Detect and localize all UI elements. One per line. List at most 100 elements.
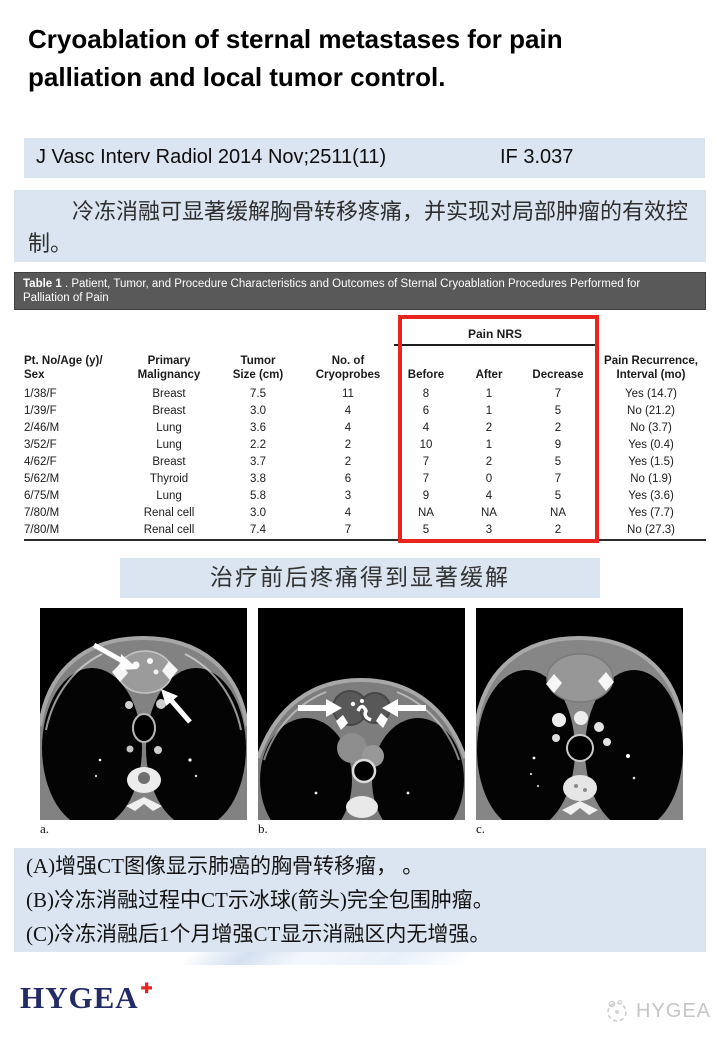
ct-image-b bbox=[258, 608, 465, 820]
spacer-cell bbox=[24, 315, 394, 345]
table-cell: No (3.7) bbox=[630, 422, 672, 434]
summary-box: 冷冻消融可显著缓解胸骨转移疼痛，并实现对局部肿瘤的有效控制。 bbox=[14, 190, 706, 262]
table-cell: 11 bbox=[342, 388, 354, 400]
caption-line-b: (B)冷冻消融过程中CT示冰球(箭头)完全包围肿瘤。 bbox=[26, 888, 494, 912]
table-row: 7/80/M Renal cell 3.0 4 NA NA NA Yes (7.7) bbox=[24, 505, 706, 522]
table-cell: 3.0 bbox=[250, 507, 266, 519]
table-cell: 6/75/M bbox=[24, 490, 60, 502]
caption-line-c: (C)冷冻消融后1个月增强CT显示消融区内无增强。 bbox=[26, 922, 491, 946]
table-cell: 3 bbox=[485, 524, 493, 536]
table-cell: 5 bbox=[422, 524, 430, 536]
column-header: Decrease bbox=[532, 369, 584, 381]
table-cell: 4 bbox=[344, 405, 352, 417]
table-cell: 9 bbox=[554, 439, 562, 451]
table-number: Table 1 bbox=[23, 278, 62, 290]
table-cell: 7 bbox=[422, 456, 430, 468]
table-cell: Renal cell bbox=[143, 524, 195, 536]
table-cell: 2 bbox=[485, 456, 493, 468]
table-cell: No (27.3) bbox=[627, 524, 675, 536]
table-cell: Lung bbox=[156, 490, 182, 502]
table-spanner-row: Pain NRS bbox=[24, 315, 706, 346]
table-row: 3/52/F Lung 2.2 2 10 1 9 Yes (0.4) bbox=[24, 437, 706, 454]
table-cell: 2 bbox=[554, 524, 562, 536]
table-cell: 7 bbox=[554, 388, 562, 400]
table-cell: 2 bbox=[344, 439, 352, 451]
table-cell: 4 bbox=[485, 490, 493, 502]
hygea-logo-text: HYGEA bbox=[20, 980, 139, 1015]
spacer-cell bbox=[596, 315, 706, 345]
ct-image-c bbox=[476, 608, 683, 820]
table-cell: Breast bbox=[152, 456, 186, 468]
table-cell: 1/39/F bbox=[24, 405, 57, 417]
table-cell: Renal cell bbox=[143, 507, 195, 519]
page-title: Cryoablation of sternal metastases for p… bbox=[28, 24, 563, 92]
table-cell: No (1.9) bbox=[630, 473, 672, 485]
table-cell: 3/52/F bbox=[24, 439, 57, 451]
pain-nrs-spanner: Pain NRS bbox=[394, 315, 597, 346]
table-cell: 5 bbox=[554, 405, 562, 417]
table-cell: 9 bbox=[422, 490, 430, 502]
table-row: 4/62/F Breast 3.7 2 7 2 5 Yes (1.5) bbox=[24, 454, 706, 471]
highlight-bar: 治疗前后疼痛得到显著缓解 bbox=[120, 558, 600, 598]
table-row: 2/46/M Lung 3.6 4 4 2 2 No (3.7) bbox=[24, 420, 706, 437]
table-cell: 7.5 bbox=[250, 388, 266, 400]
table-row: 1/38/F Breast 7.5 11 8 1 7 Yes (14.7) bbox=[24, 386, 706, 403]
table-cell: NA bbox=[550, 507, 566, 519]
ct-figure-label: a. bbox=[40, 821, 50, 836]
table-cell: 7 bbox=[422, 473, 430, 485]
table-cell: 2 bbox=[554, 422, 562, 434]
table-cell: Yes (3.6) bbox=[628, 490, 674, 502]
table-cell: 1 bbox=[485, 439, 493, 451]
table-row: 1/39/F Breast 3.0 4 6 1 5 No (21.2) bbox=[24, 403, 706, 420]
table-cell: 7/80/M bbox=[24, 507, 60, 519]
ct-figure-a: a. bbox=[40, 608, 247, 837]
table-title-bar: Table 1 . Patient, Tumor, and Procedure … bbox=[14, 272, 706, 310]
ct-figure-label: c. bbox=[476, 821, 486, 836]
table-cell: NA bbox=[418, 507, 434, 519]
table-cell: 1 bbox=[485, 388, 493, 400]
table-cell: 3.6 bbox=[250, 422, 266, 434]
table-cell: Lung bbox=[156, 439, 182, 451]
footer-bar-navy-segment bbox=[8, 966, 180, 979]
summary-text: 冷冻消融可显著缓解胸骨转移疼痛，并实现对局部肿瘤的有效控制。 bbox=[28, 199, 689, 256]
table-cell: 7 bbox=[554, 473, 562, 485]
footer-bar-teal-segment bbox=[180, 966, 712, 979]
table-cell: 2/46/M bbox=[24, 422, 60, 434]
table-cell: 6 bbox=[344, 473, 352, 485]
column-header: Pt. No/Age (y)/ Sex bbox=[24, 355, 103, 381]
column-header: Before bbox=[407, 369, 445, 381]
table-cell: 4 bbox=[344, 507, 352, 519]
table-header-row: Pt. No/Age (y)/ Sex Primary Malignancy Tum… bbox=[24, 345, 706, 386]
ct-figure-c: c. bbox=[476, 608, 683, 837]
table-cell: 7 bbox=[344, 524, 352, 536]
column-header: Tumor Size (cm) bbox=[232, 355, 284, 381]
column-header: Pain Recurrence, Interval (mo) bbox=[604, 355, 698, 381]
caption-line-a: (A)增强CT图像显示肺癌的胸骨转移瘤， 。 bbox=[26, 854, 424, 878]
figure-caption-box: (A)增强CT图像显示肺癌的胸骨转移瘤， 。 (B)冷冻消融过程中CT示冰球(箭… bbox=[14, 848, 706, 952]
citation-text: J Vasc Interv Radiol 2014 Nov;2511(11) bbox=[36, 146, 387, 168]
watermark-swirl-icon bbox=[607, 1000, 627, 1022]
impact-factor: IF 3.037 bbox=[500, 146, 574, 168]
ct-figures: a. bbox=[40, 608, 683, 837]
table-cell: 3.0 bbox=[250, 405, 266, 417]
table-cell: 4/62/F bbox=[24, 456, 57, 468]
highlight-text: 治疗前后疼痛得到显著缓解 bbox=[210, 565, 510, 590]
table-cell: 6 bbox=[422, 405, 430, 417]
column-header: After bbox=[475, 369, 503, 381]
table-cell: Thyroid bbox=[149, 473, 189, 485]
table-head: Pain NRS Pt. No/Age (y)/ Sex Primary Malig… bbox=[24, 315, 706, 386]
table-cell: 5/62/M bbox=[24, 473, 60, 485]
table-cell: Yes (14.7) bbox=[625, 388, 678, 400]
table-cell: 4 bbox=[344, 422, 352, 434]
table-cell: 3.8 bbox=[250, 473, 266, 485]
footer-decoration-streak bbox=[312, 952, 478, 965]
ct-figure-b: b. bbox=[258, 608, 465, 837]
table-cell: 5 bbox=[554, 490, 562, 502]
column-header: No. of Cryoprobes bbox=[315, 355, 381, 381]
table-cell: Breast bbox=[152, 388, 186, 400]
table-row: 7/80/M Renal cell 7.4 7 5 3 2 No (27.3) bbox=[24, 522, 706, 540]
table-row: 5/62/M Thyroid 3.8 6 7 0 7 No (1.9) bbox=[24, 471, 706, 488]
table-cell: 2 bbox=[485, 422, 493, 434]
hygea-logo: HYGEA ✚ bbox=[20, 980, 153, 1016]
